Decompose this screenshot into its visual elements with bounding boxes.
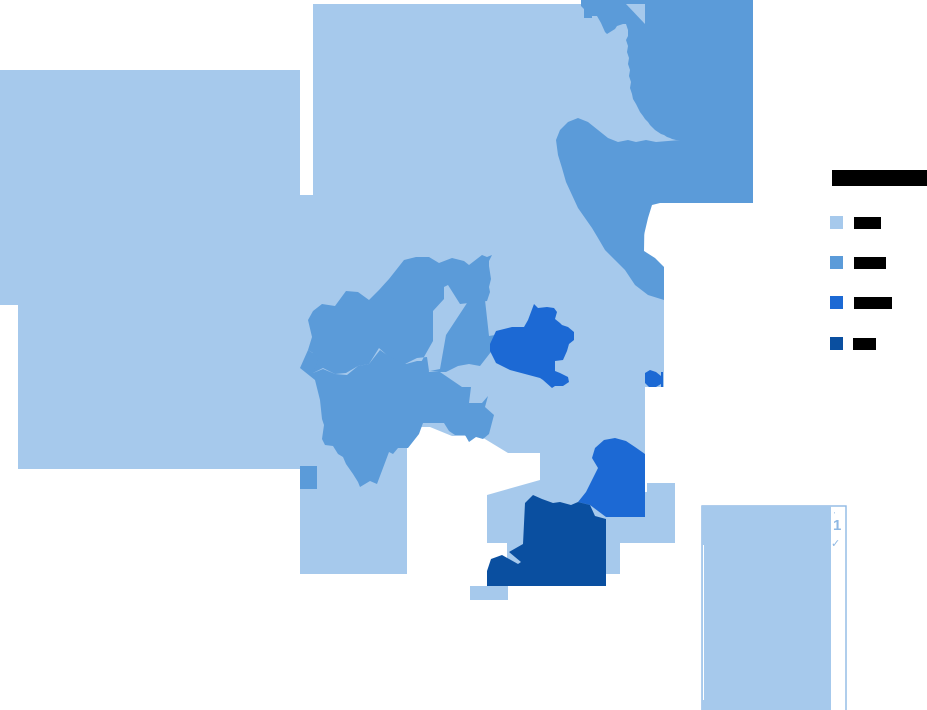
svg-text:1: 1 [833,517,841,534]
svg-text:✓: ✓ [831,538,840,550]
